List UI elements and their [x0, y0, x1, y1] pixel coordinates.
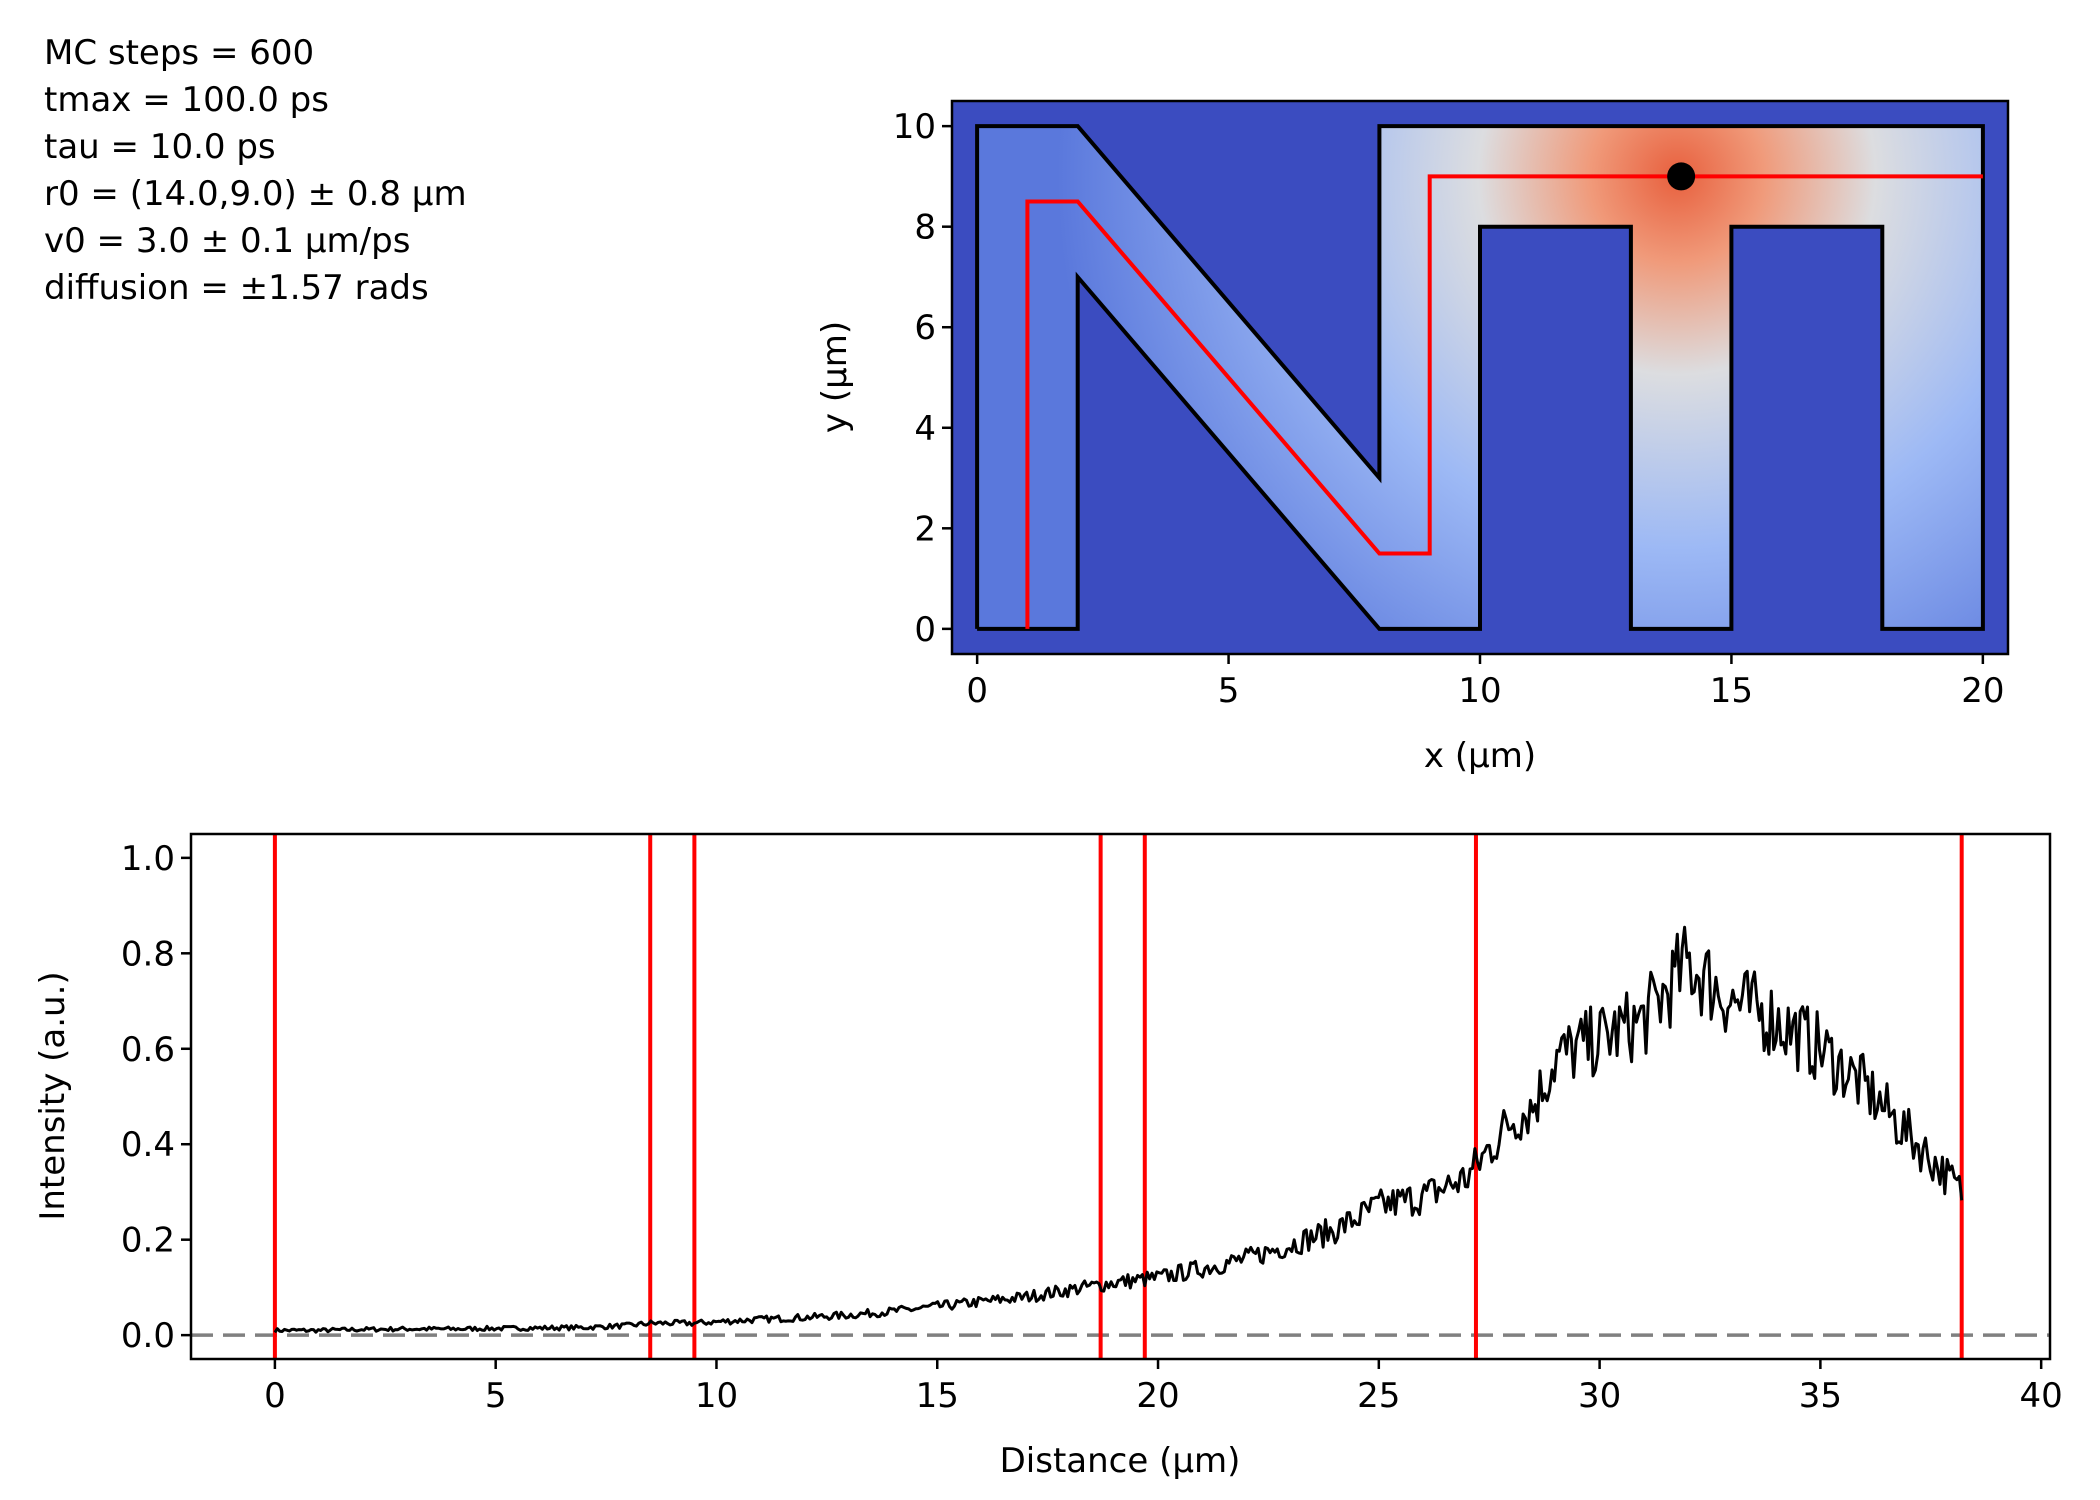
simulation-parameters: MC steps = 600 tmax = 100.0 ps tau = 10.0 …	[44, 30, 467, 312]
sampling-path	[1025, 174, 1983, 629]
profile-y-ticks: 0.0 0.2 0.4 0.6 0.8 1.0	[121, 839, 191, 1356]
y-tick-label: 0.2	[121, 1221, 175, 1261]
parameter-line: tmax = 100.0 ps	[44, 80, 329, 120]
x-tick-label: 20	[1961, 671, 2004, 711]
heatmap-x-axis-label: x (µm)	[1424, 736, 1536, 776]
profile-x-ticks: 0 5 10 15 20 25 30 35 40	[264, 1359, 2063, 1416]
x-tick-label: 15	[916, 1376, 959, 1416]
parameter-line: v0 = 3.0 ± 0.1 µm/ps	[44, 221, 411, 261]
heatmap-y-ticks: 0 2 4 6 8 10	[893, 107, 952, 650]
x-tick-label: 25	[1357, 1376, 1400, 1416]
heatmap-panel: 0 5 10 15 20 0 2 4 6 8 10 x (µm) y (µm)	[815, 99, 2010, 776]
x-tick-label: 10	[695, 1376, 738, 1416]
channel-boundary	[975, 124, 1985, 631]
parameter-line: diffusion = ±1.57 rads	[44, 268, 429, 308]
intensity-profile-line	[273, 925, 1964, 1334]
x-tick-label: 5	[1218, 671, 1240, 711]
y-tick-label: 4	[914, 409, 936, 449]
y-tick-label: 8	[914, 208, 936, 248]
x-tick-label: 0	[966, 671, 988, 711]
x-tick-label: 15	[1710, 671, 1753, 711]
x-tick-label: 5	[485, 1376, 507, 1416]
y-tick-label: 0.4	[121, 1125, 175, 1165]
heatmap-x-ticks: 0 5 10 15 20	[966, 654, 2004, 711]
y-tick-label: 1.0	[121, 839, 175, 879]
y-tick-label: 0.6	[121, 1030, 175, 1070]
parameter-line: MC steps = 600	[44, 33, 315, 73]
segment-boundaries	[272, 834, 1964, 1359]
x-tick-label: 10	[1458, 671, 1501, 711]
y-tick-label: 2	[914, 509, 936, 549]
y-tick-label: 0	[914, 610, 936, 650]
y-tick-label: 0.8	[121, 934, 175, 974]
profile-y-axis-label: Intensity (a.u.)	[33, 971, 73, 1220]
profile-panel: 0 5 10 15 20 25 30 35 40 0.0 0.2 0.4 0.6 0.8 1.0 Dist…	[33, 832, 2063, 1481]
x-tick-label: 30	[1578, 1376, 1621, 1416]
parameter-line: r0 = (14.0,9.0) ± 0.8 µm	[44, 174, 467, 214]
y-tick-label: 10	[893, 107, 936, 147]
heatmap-y-axis-label: y (µm)	[815, 321, 855, 433]
x-tick-label: 0	[264, 1376, 286, 1416]
profile-x-axis-label: Distance (µm)	[1000, 1441, 1241, 1481]
x-tick-label: 20	[1136, 1376, 1179, 1416]
y-tick-label: 6	[914, 308, 936, 348]
source-marker	[1667, 162, 1696, 191]
profile-frame	[189, 832, 2052, 1361]
parameter-line: tau = 10.0 ps	[44, 127, 276, 167]
x-tick-label: 35	[1799, 1376, 1842, 1416]
y-tick-label: 0.0	[121, 1316, 175, 1356]
x-tick-label: 40	[2020, 1376, 2063, 1416]
